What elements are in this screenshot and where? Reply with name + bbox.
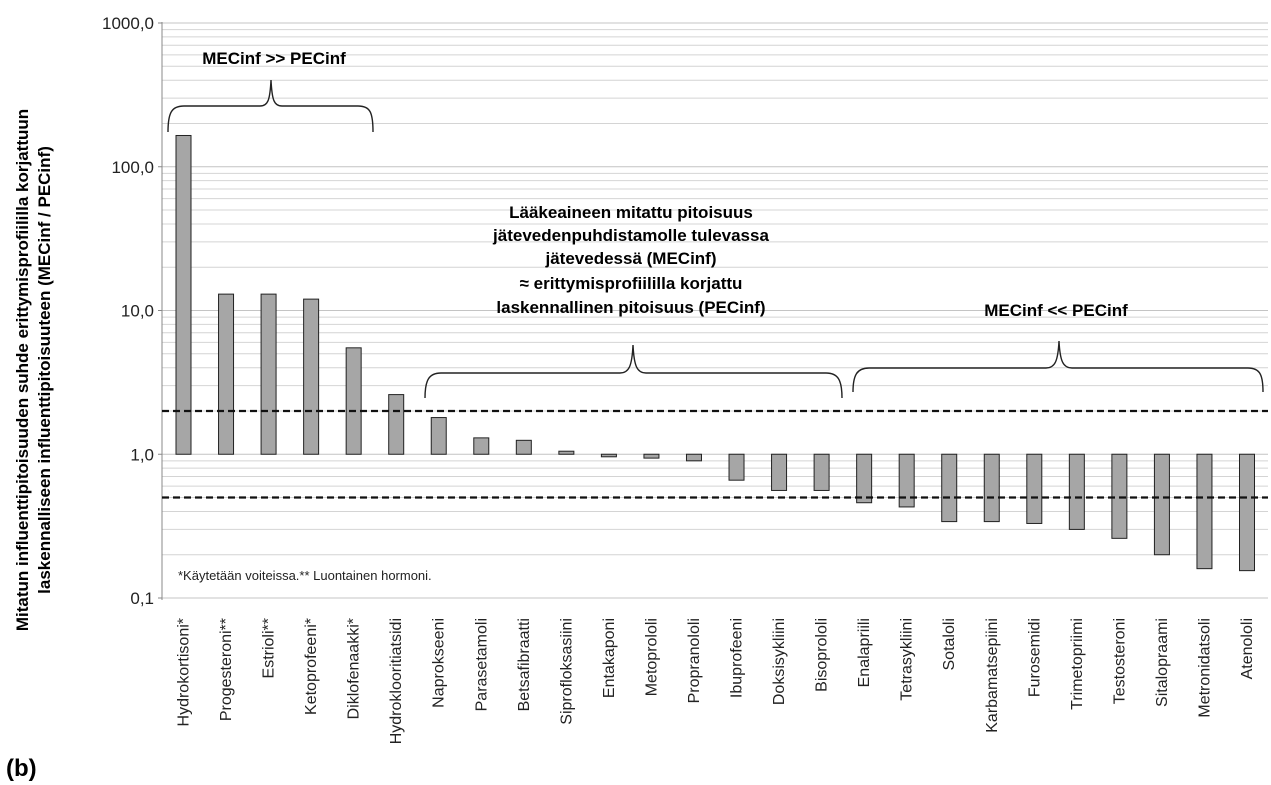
bar [1111, 453, 1128, 539]
bar [388, 394, 405, 455]
annotation-mec-greater: MECinf >> PECinf [202, 49, 346, 68]
bracket-middle [424, 344, 843, 399]
y-tick-label: 1000,0 [102, 14, 154, 33]
y-axis-title: Mitatun influenttipitoisuuden suhde erit… [13, 109, 54, 631]
bar [473, 437, 490, 455]
x-tick-label: Enalapriili [856, 618, 873, 687]
y-tick-label: 1,0 [130, 445, 154, 464]
x-tick-label: Sotaloli [941, 618, 958, 670]
bar [983, 453, 1000, 523]
x-tick-label: Furosemidi [1026, 618, 1043, 697]
bar [430, 417, 447, 455]
x-tick-label: Propranololi [686, 618, 703, 703]
bracket-right [852, 340, 1264, 393]
bar [856, 453, 873, 504]
x-tick-label: Bisoprololi [814, 618, 831, 692]
bar [898, 453, 915, 508]
bar [515, 439, 532, 455]
x-tick-label: Metoprololi [643, 618, 660, 696]
x-tick-label: Hydrokortisoni* [176, 618, 193, 726]
x-tick-label: Tetrasykliini [899, 618, 916, 701]
y-tick-label: 10,0 [121, 302, 154, 321]
x-tick-label: Ibuprofeeni [729, 618, 746, 698]
bar [303, 298, 320, 455]
x-tick-label: Metronidatsoli [1196, 618, 1213, 718]
annotation-middle-line-5: laskennallinen pitoisuus (PECinf) [496, 298, 765, 317]
x-tick-label: Ketoprofeeni* [303, 618, 320, 715]
bar [1153, 453, 1170, 556]
bar [643, 453, 660, 459]
y-tick-label: 100,0 [111, 158, 154, 177]
bar [558, 450, 575, 455]
bar [1196, 453, 1213, 570]
x-tick-label: Betsafibraatti [516, 618, 533, 711]
annotation-middle-line-1: Lääkeaineen mitattu pitoisuus [509, 203, 753, 222]
bar [685, 453, 702, 462]
bracket-left [167, 79, 374, 133]
x-tick-label: Atenololi [1239, 618, 1256, 679]
bar [728, 453, 745, 481]
footnote: *Käytetään voiteissa.** Luontainen hormo… [178, 568, 432, 583]
annotation-mec-less: MECinf << PECinf [984, 301, 1128, 320]
annotation-middle-line-4: ≈ erittymisprofiililla korjattu [520, 274, 743, 293]
annotation-middle-line-3: jätevedessä (MECinf) [545, 249, 717, 268]
panel-label: (b) [6, 755, 37, 782]
x-tick-label: Entakaponi [601, 618, 618, 698]
bar [260, 293, 277, 455]
bar [1068, 453, 1085, 530]
x-tick-label: Doksisykliini [771, 618, 788, 705]
x-tick-label: Karbamatsepiini [984, 618, 1001, 733]
x-tick-label: Siprofloksasiini [558, 618, 575, 725]
x-tick-label: Testosteroni [1111, 618, 1128, 704]
x-tick-label: Estrioli** [261, 618, 278, 678]
x-tick-label: Diklofenaakki* [346, 618, 363, 719]
bar [600, 453, 617, 458]
annotation-middle-line-2: jätevedenpuhdistamolle tulevassa [492, 226, 769, 245]
bar [771, 453, 788, 491]
bar [1239, 453, 1255, 572]
reference-lines [162, 409, 1268, 499]
x-tick-label: Naprokseeni [431, 618, 448, 708]
y-tick-labels: 0,1 1,0 10,0 100,0 1000,0 [102, 14, 162, 608]
x-tick-label: Parasetamoli [473, 618, 490, 711]
bar [813, 453, 830, 491]
x-tick-label: Progesteroni** [218, 618, 235, 721]
y-tick-label: 0,1 [130, 589, 154, 608]
bars [175, 134, 1255, 572]
x-tick-labels: Hydrokortisoni* Progesteroni** Estrioli** K… [176, 618, 1257, 744]
bar [175, 134, 192, 455]
x-tick-label: Hydroklooritiatsidi [388, 618, 405, 744]
x-tick-label: Sitalopraami [1154, 618, 1171, 707]
bar [218, 293, 235, 455]
bar [345, 347, 362, 455]
x-tick-label: Trimetopriimi [1069, 618, 1086, 710]
y-axis-title-line-2: laskennalliseen influenttipitoisuuteen (… [35, 146, 54, 594]
bar [1026, 453, 1043, 524]
y-axis-title-line-1: Mitatun influenttipitoisuuden suhde erit… [13, 109, 32, 631]
bar [941, 453, 958, 523]
